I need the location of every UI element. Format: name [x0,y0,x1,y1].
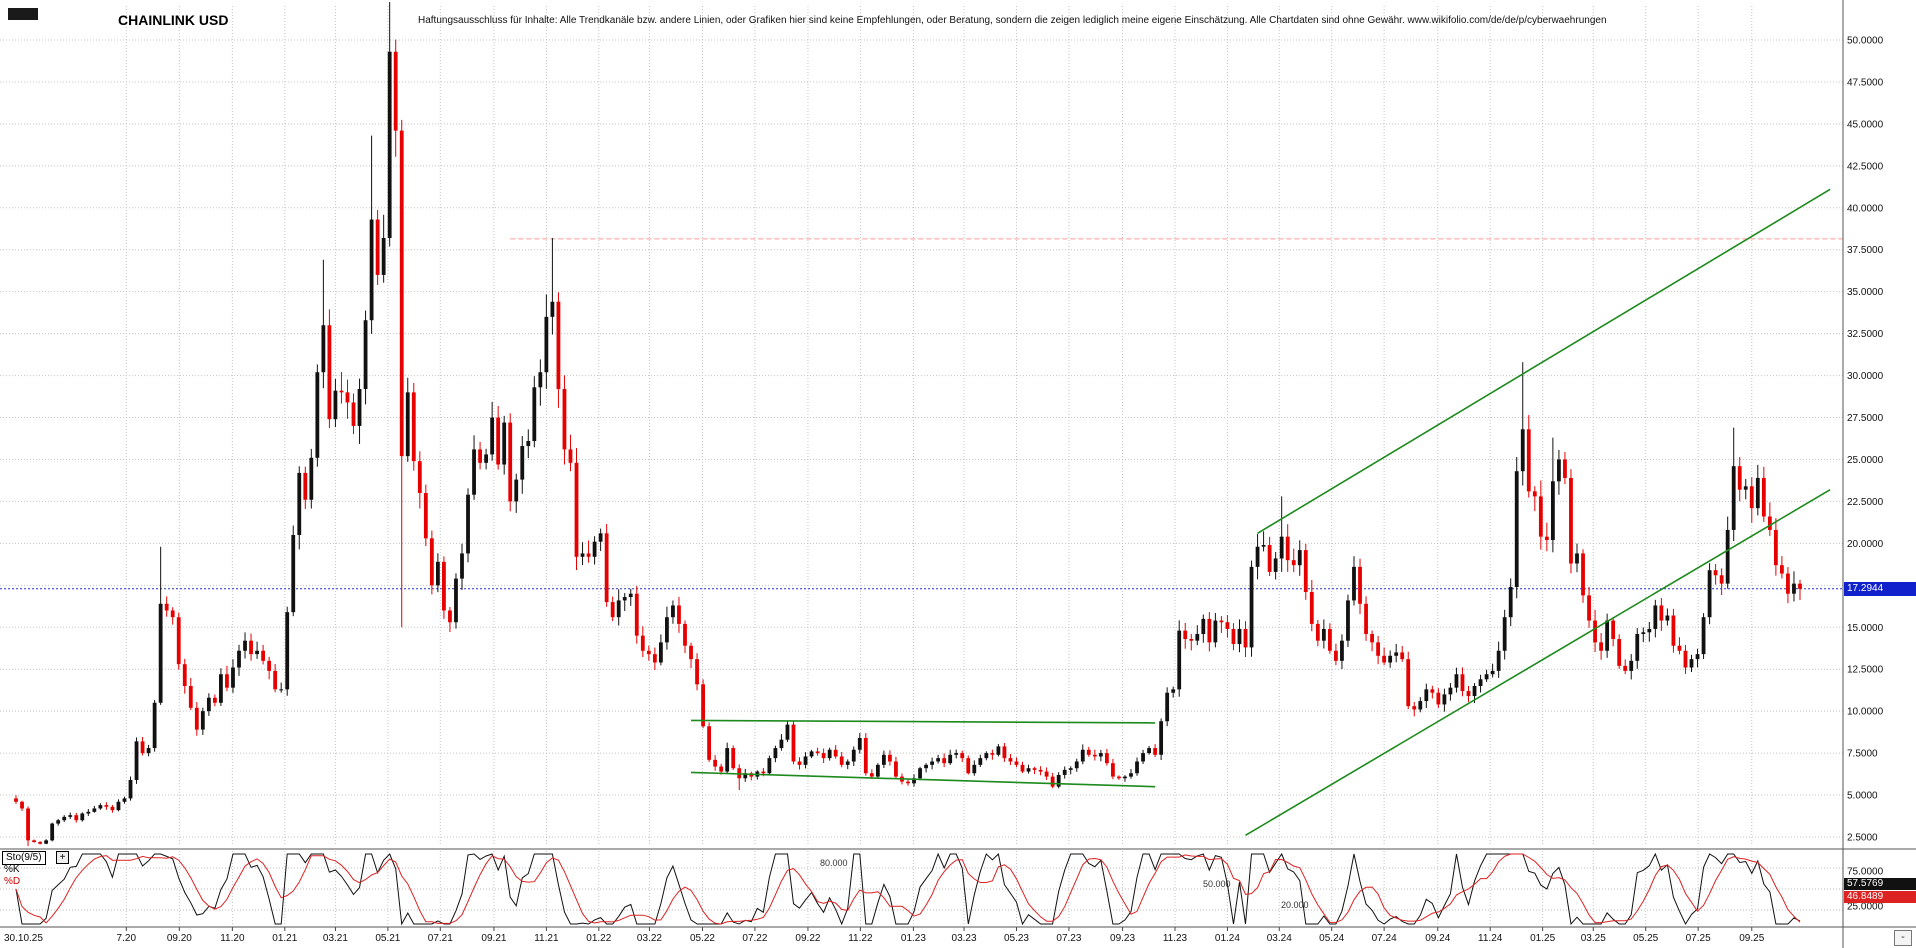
stochastic-add-button[interactable]: + [56,851,69,864]
svg-text:05.21: 05.21 [375,933,400,944]
svg-text:07.25: 07.25 [1686,933,1711,944]
svg-text:07.21: 07.21 [428,933,453,944]
svg-text:20.0000: 20.0000 [1847,539,1884,550]
stochastic-indicator-label: Sto(9/5) [2,851,46,865]
svg-text:10.0000: 10.0000 [1847,707,1884,718]
svg-text:01.24: 01.24 [1215,933,1240,944]
stochastic-k-badge: 57.5769 [1844,877,1916,890]
svg-text:30.10.25: 30.10.25 [4,933,43,944]
svg-text:20.000: 20.000 [1281,900,1309,910]
svg-text:01.23: 01.23 [901,933,926,944]
svg-text:25.0000: 25.0000 [1847,455,1884,466]
svg-text:07.23: 07.23 [1056,933,1081,944]
svg-text:11.23: 11.23 [1163,933,1188,944]
svg-text:32.5000: 32.5000 [1847,329,1884,340]
svg-text:80.000: 80.000 [820,858,848,868]
stochastic-k-label: %K [4,864,20,875]
svg-text:37.5000: 37.5000 [1847,245,1884,256]
svg-text:07.24: 07.24 [1372,933,1397,944]
svg-text:25.0000: 25.0000 [1847,902,1884,913]
svg-text:01.22: 01.22 [586,933,611,944]
stochastic-d-label: %D [4,876,21,887]
svg-text:7.20: 7.20 [117,933,137,944]
svg-text:5.0000: 5.0000 [1847,791,1878,802]
svg-text:07.22: 07.22 [742,933,767,944]
chart-title: CHAINLINK USD [118,12,229,28]
svg-text:35.0000: 35.0000 [1847,287,1884,298]
stochastic-d-badge: 46.8489 [1844,890,1916,903]
current-price-badge: 17.2944 [1844,581,1916,596]
disclaimer-text: Haftungsausschluss für Inhalte: Alle Tre… [418,15,1607,26]
svg-text:03.23: 03.23 [952,933,977,944]
svg-text:03.21: 03.21 [323,933,348,944]
svg-text:09.21: 09.21 [481,933,506,944]
svg-text:01.21: 01.21 [272,933,297,944]
svg-text:09.24: 09.24 [1425,933,1450,944]
svg-text:05.22: 05.22 [690,933,715,944]
svg-text:30.0000: 30.0000 [1847,371,1884,382]
svg-text:12.5000: 12.5000 [1847,665,1884,676]
svg-text:42.5000: 42.5000 [1847,161,1884,172]
svg-text:05.23: 05.23 [1004,933,1029,944]
svg-text:11.21: 11.21 [534,933,559,944]
svg-text:09.22: 09.22 [795,933,820,944]
svg-text:03.22: 03.22 [637,933,662,944]
axis-corner-button[interactable]: - [1894,930,1912,946]
svg-text:50.000: 50.000 [1203,879,1231,889]
svg-text:03.25: 03.25 [1581,933,1606,944]
svg-text:11.22: 11.22 [848,933,873,944]
svg-text:05.25: 05.25 [1633,933,1658,944]
svg-text:03.24: 03.24 [1267,933,1292,944]
svg-text:22.5000: 22.5000 [1847,497,1884,508]
svg-text:2.5000: 2.5000 [1847,833,1878,844]
svg-text:05.24: 05.24 [1319,933,1344,944]
svg-text:27.5000: 27.5000 [1847,413,1884,424]
svg-text:45.0000: 45.0000 [1847,119,1884,130]
svg-text:11.20: 11.20 [220,933,245,944]
svg-text:11.24: 11.24 [1478,933,1503,944]
svg-text:50.0000: 50.0000 [1847,36,1884,47]
svg-text:47.5000: 47.5000 [1847,77,1884,88]
svg-text:75.0000: 75.0000 [1847,867,1884,878]
svg-text:09.23: 09.23 [1110,933,1135,944]
svg-text:7.5000: 7.5000 [1847,749,1878,760]
svg-text:40.0000: 40.0000 [1847,203,1884,214]
svg-text:09.25: 09.25 [1739,933,1764,944]
top-left-marker [8,8,38,20]
svg-text:01.25: 01.25 [1530,933,1555,944]
svg-text:15.0000: 15.0000 [1847,623,1884,634]
svg-text:09.20: 09.20 [167,933,192,944]
